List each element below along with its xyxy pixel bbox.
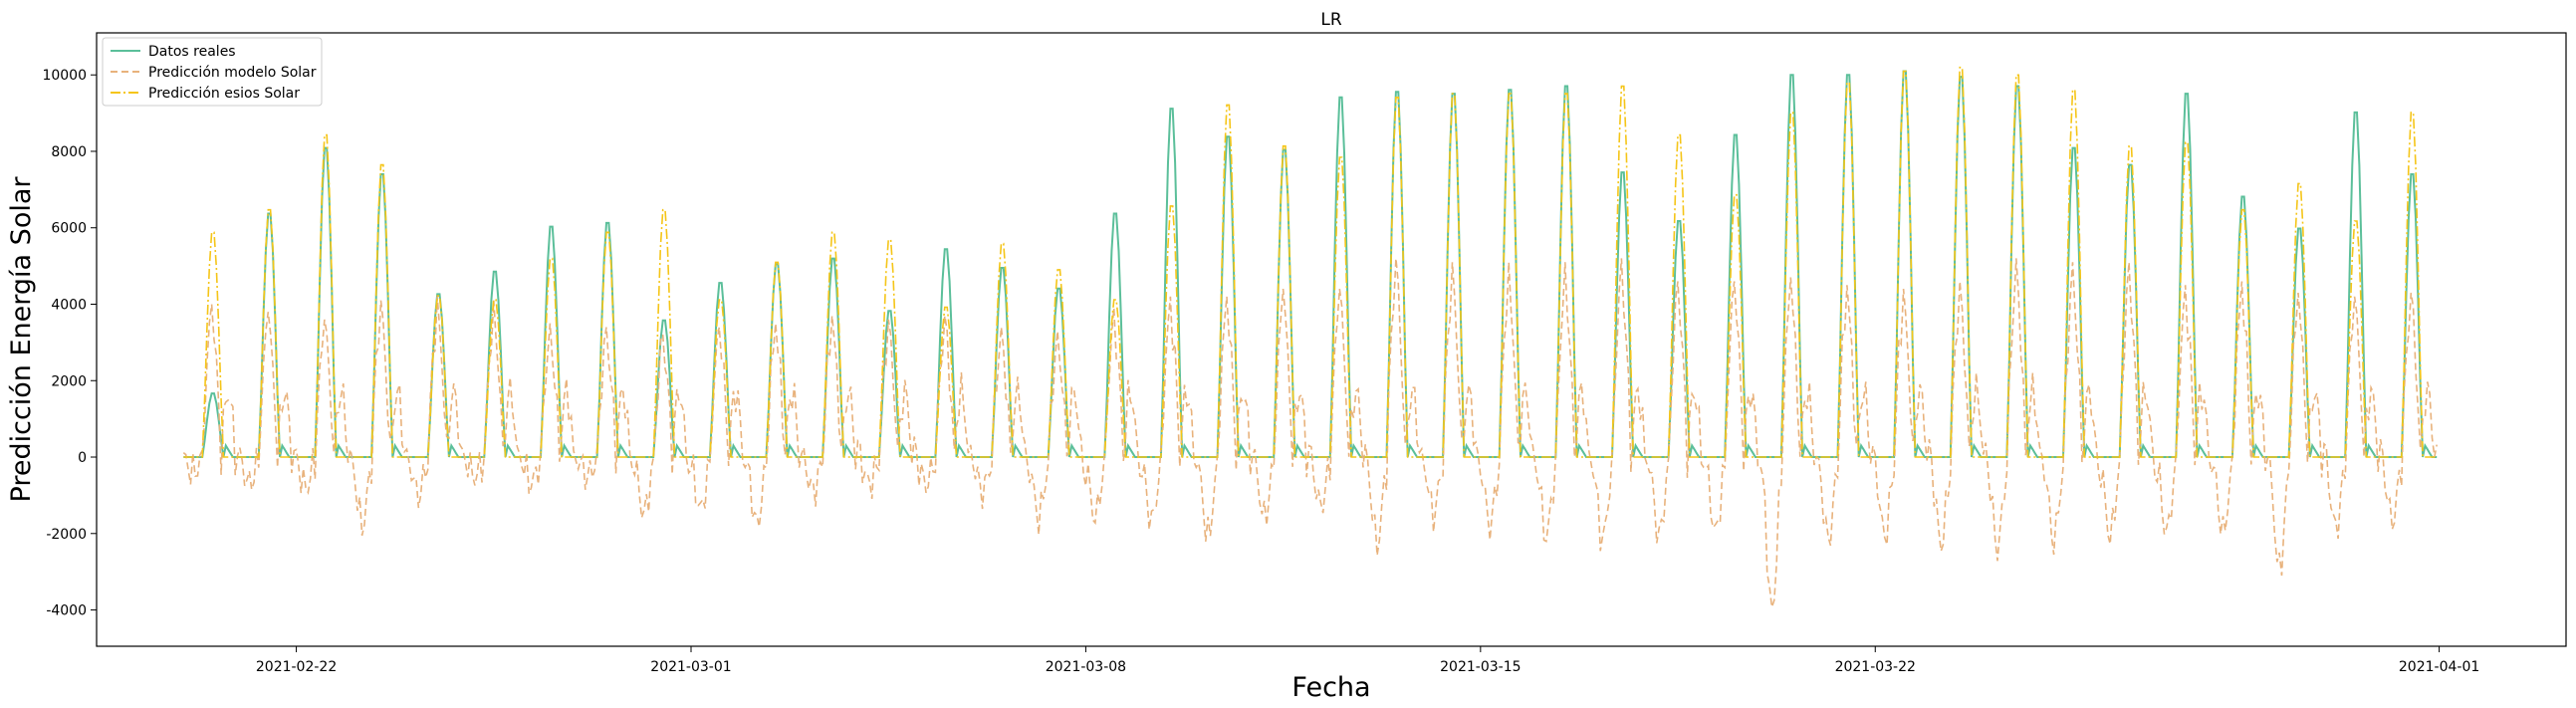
series-line-2	[183, 66, 2438, 458]
x-tick-label-3: 2021-03-15	[1440, 659, 1521, 675]
x-tick-label-1: 2021-03-01	[650, 659, 731, 675]
y-tick-label-5: 6000	[51, 221, 87, 237]
legend: Datos reales Predicción modelo Solar Pre…	[102, 37, 323, 107]
series-line-0	[183, 70, 2438, 458]
y-tick-label-1: -2000	[46, 527, 87, 543]
y-axis: -4000 -2000 0 2000 4000 6000 8000 10000	[42, 68, 97, 619]
legend-box	[102, 37, 323, 107]
legend-entry-0: Datos reales	[111, 44, 236, 60]
legend-entry-1: Predicción modelo Solar	[111, 65, 317, 81]
legend-label-1: Predicción modelo Solar	[148, 65, 317, 81]
y-tick-label-3: 2000	[51, 373, 87, 389]
legend-entry-2: Predicción esios Solar	[111, 86, 300, 102]
x-tick-label-0: 2021-02-22	[256, 659, 337, 675]
series-line-1	[182, 258, 2438, 607]
y-tick-label-4: 4000	[51, 297, 87, 313]
chart-title: LR	[1320, 10, 1341, 30]
x-tick-label-5: 2021-04-01	[2399, 659, 2479, 675]
series-group	[182, 66, 2438, 607]
legend-label-2: Predicción esios Solar	[148, 86, 300, 102]
y-axis-title: Predicción Energía Solar	[6, 176, 37, 503]
x-tick-label-4: 2021-03-22	[1835, 659, 1916, 675]
y-tick-label-0: -4000	[46, 603, 87, 619]
x-axis: 2021-02-22 2021-03-01 2021-03-08 2021-03-15…	[256, 646, 2479, 675]
x-tick-label-2: 2021-03-08	[1046, 659, 1126, 675]
y-tick-label-7: 10000	[42, 68, 87, 84]
y-tick-label-6: 8000	[51, 144, 87, 160]
x-axis-title: Fecha	[1291, 672, 1370, 703]
y-tick-label-2: 0	[78, 450, 87, 466]
plot-frame	[96, 32, 2567, 647]
legend-label-0: Datos reales	[148, 44, 236, 60]
